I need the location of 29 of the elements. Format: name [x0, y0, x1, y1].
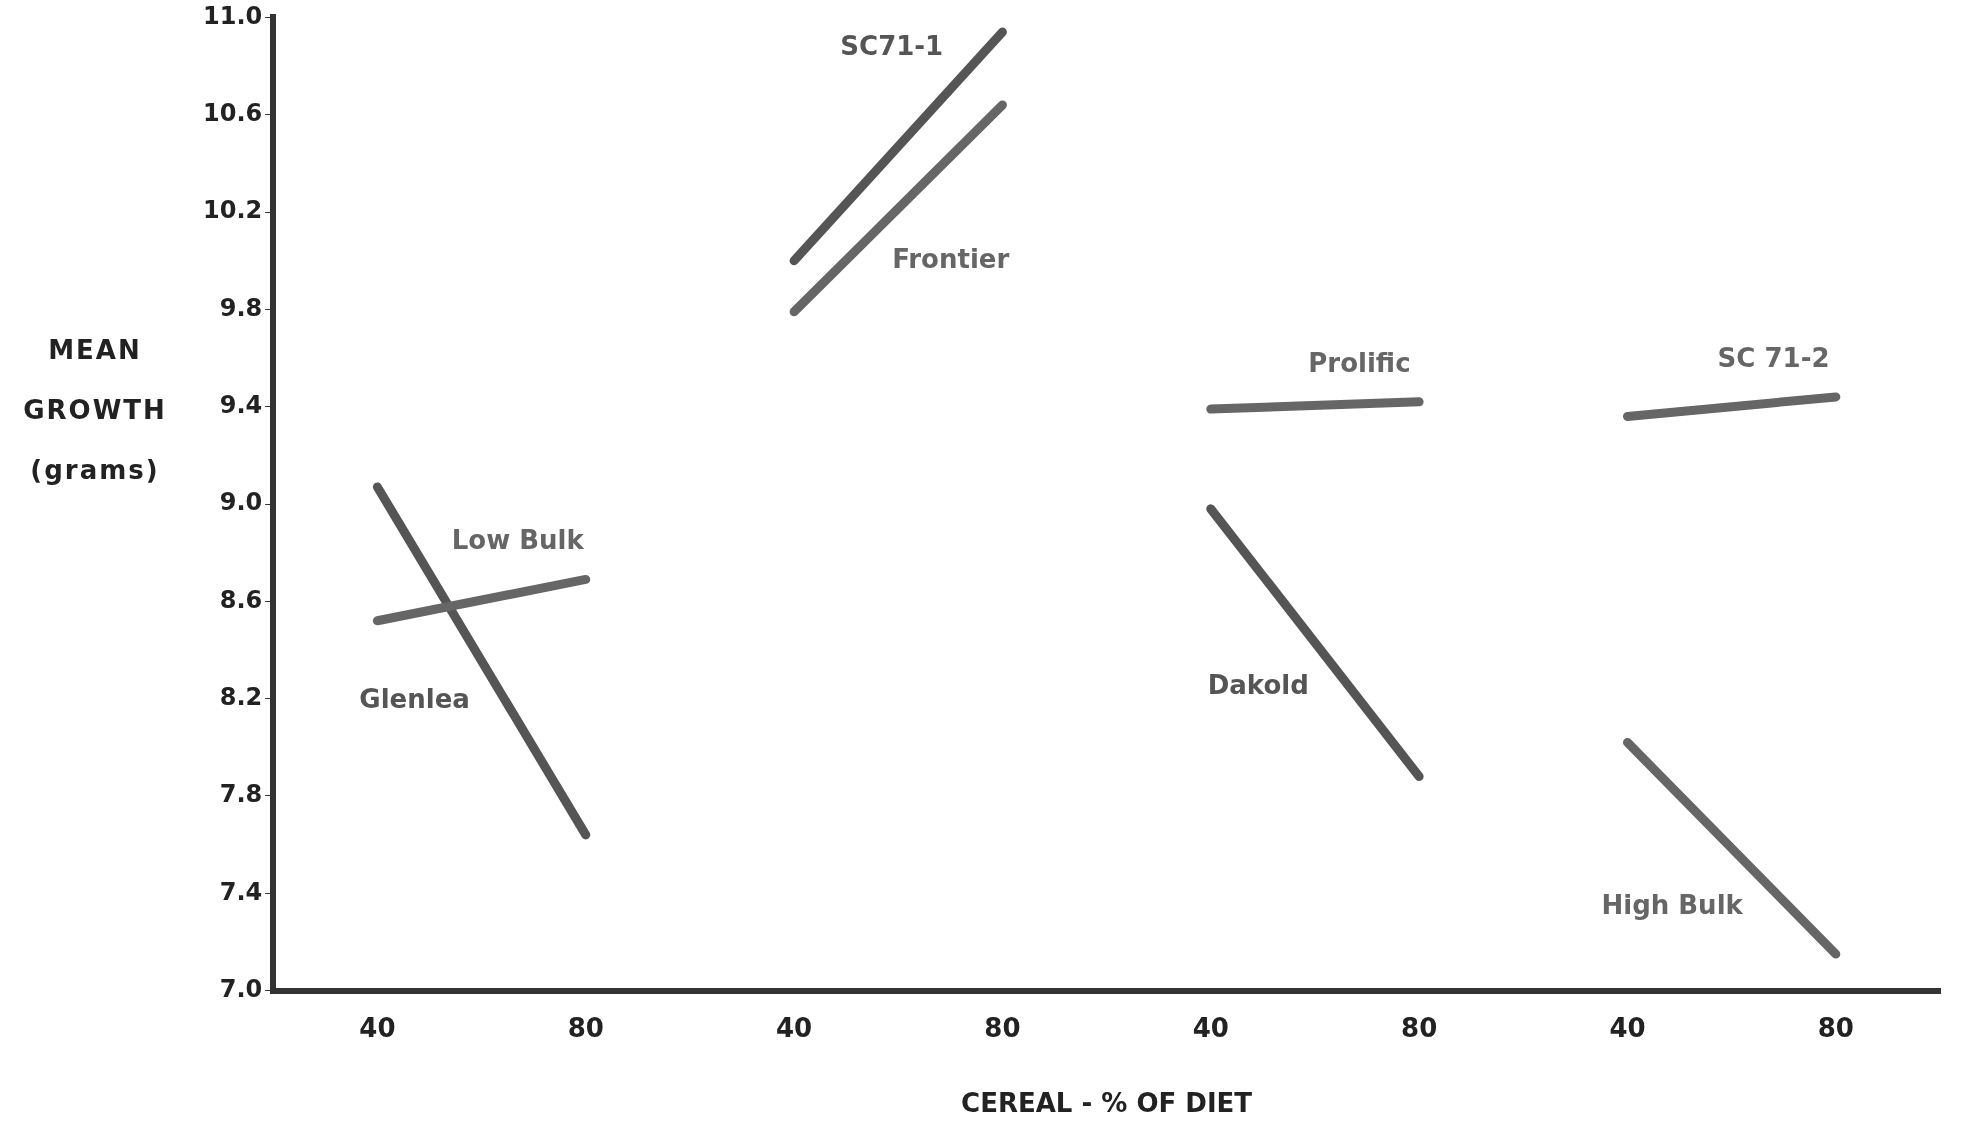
- x-tick-label: 40: [775, 1012, 813, 1043]
- series-label: SC71-1: [840, 31, 944, 62]
- series-label: Glenlea: [359, 683, 470, 714]
- x-axis-title: CEREAL - % OF DIET: [961, 1088, 1253, 1119]
- x-tick-label: 40: [1609, 1012, 1646, 1043]
- y-tick-label: 7.8: [219, 780, 263, 809]
- y-tick-label: 7.4: [219, 877, 263, 906]
- y-tick-label: 10.6: [203, 98, 263, 127]
- y-tick-label: 9.0: [219, 488, 263, 517]
- y-tick-label: 11.0: [203, 1, 263, 30]
- y-tick-label: 7.0: [219, 974, 263, 1003]
- y-tick-label: 9.4: [219, 390, 263, 419]
- y-tick-label: 8.2: [219, 682, 263, 711]
- x-tick-label: 40: [1192, 1012, 1229, 1043]
- x-tick-label: 40: [359, 1012, 396, 1043]
- x-tick-label: 80: [567, 1012, 604, 1043]
- y-tick-label: 8.6: [219, 585, 263, 614]
- y-axis-title: MEAN GROWTH (grams): [22, 334, 168, 487]
- series-label: High Bulk: [1601, 889, 1744, 920]
- series-label: Dakold: [1207, 669, 1309, 700]
- series-label: Prolific: [1308, 347, 1411, 378]
- y-tick-label: 10.2: [203, 196, 263, 225]
- series-label: SC 71-2: [1717, 343, 1830, 374]
- x-tick-label: 80: [984, 1012, 1021, 1043]
- series-label: Low Bulk: [451, 525, 585, 556]
- series-label: Frontier: [892, 243, 1010, 274]
- x-tick-label: 80: [1817, 1012, 1854, 1043]
- y-tick-label: 9.8: [219, 293, 263, 322]
- x-tick-label: 80: [1401, 1012, 1438, 1043]
